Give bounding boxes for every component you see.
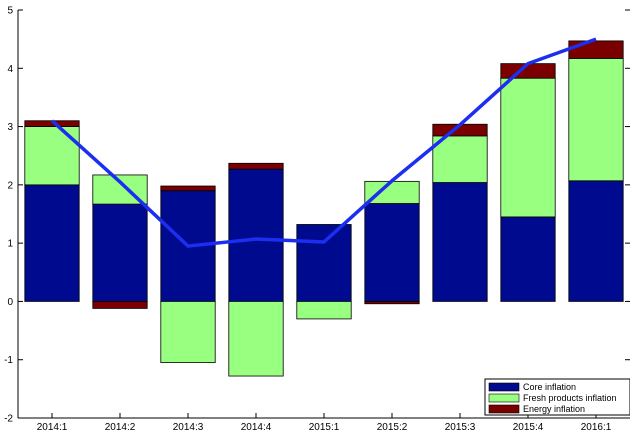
bar-core-2014-4: [228, 168, 284, 302]
x-tick-label: 2014:4: [241, 422, 272, 433]
legend-label-fresh: Fresh products inflation: [523, 393, 617, 403]
y-tick-label: 4: [7, 64, 13, 75]
bar-energy-2014-2: [92, 301, 148, 309]
bar-core-2014-1: [24, 184, 80, 302]
x-ticks: 2014:1 2014:2 2014:3 2014:4 2015:1 2015:2 2015…: [37, 413, 612, 433]
bar-core-2016-1: [568, 180, 624, 302]
x-tick-label: 2014:1: [37, 422, 68, 433]
legend-swatch-energy: [488, 404, 520, 414]
y-tick-label: 5: [7, 6, 13, 17]
total-inflation-line: [50, 37, 597, 248]
bar-energy-2015-2: [364, 301, 420, 305]
bar-fresh-2014-3: [160, 301, 216, 364]
bar-fresh-2014-4: [228, 301, 284, 377]
y-tick-label: 1: [7, 239, 13, 250]
y-tick-label: -2: [4, 414, 13, 425]
legend-label-energy: Energy inflation: [523, 404, 585, 414]
bar-core-2015-1: [296, 224, 352, 302]
y-tick-label: -1: [4, 355, 13, 366]
bar-fresh-2016-1: [568, 57, 624, 182]
bar-energy-2014-3: [160, 185, 216, 192]
bar-core-2015-2: [364, 203, 420, 302]
bar-core-2015-3: [432, 182, 488, 302]
bars-layer: [24, 40, 624, 377]
x-tick-label: 2016:1: [581, 422, 612, 433]
legend-swatch-core: [488, 382, 520, 392]
x-tick-label: 2014:2: [105, 422, 136, 433]
bar-fresh-2015-3: [432, 135, 488, 183]
bar-core-2015-4: [500, 216, 556, 302]
legend-label-core: Core inflation: [523, 382, 576, 392]
y-tick-label: 3: [7, 122, 13, 133]
y-ticks: -2 -1 0 1 2 3 4 5: [4, 6, 630, 425]
x-tick-label: 2015:3: [445, 422, 476, 433]
bar-energy-2014-4: [228, 162, 284, 170]
x-tick-label: 2015:4: [513, 422, 544, 433]
bar-fresh-2015-1: [296, 301, 352, 320]
x-tick-label: 2015:2: [377, 422, 408, 433]
x-tick-label: 2015:1: [309, 422, 340, 433]
y-tick-label: 0: [7, 297, 13, 308]
x-tick-label: 2014:3: [173, 422, 204, 433]
bar-core-2014-2: [92, 203, 148, 302]
bar-fresh-2015-4: [500, 77, 556, 218]
bar-energy-2016-1: [568, 40, 624, 59]
y-tick-label: 2: [7, 180, 13, 191]
bar-fresh-2014-1: [24, 126, 80, 186]
legend: Core inflation Fresh products inflation …: [484, 378, 630, 416]
legend-swatch-fresh: [488, 393, 520, 403]
